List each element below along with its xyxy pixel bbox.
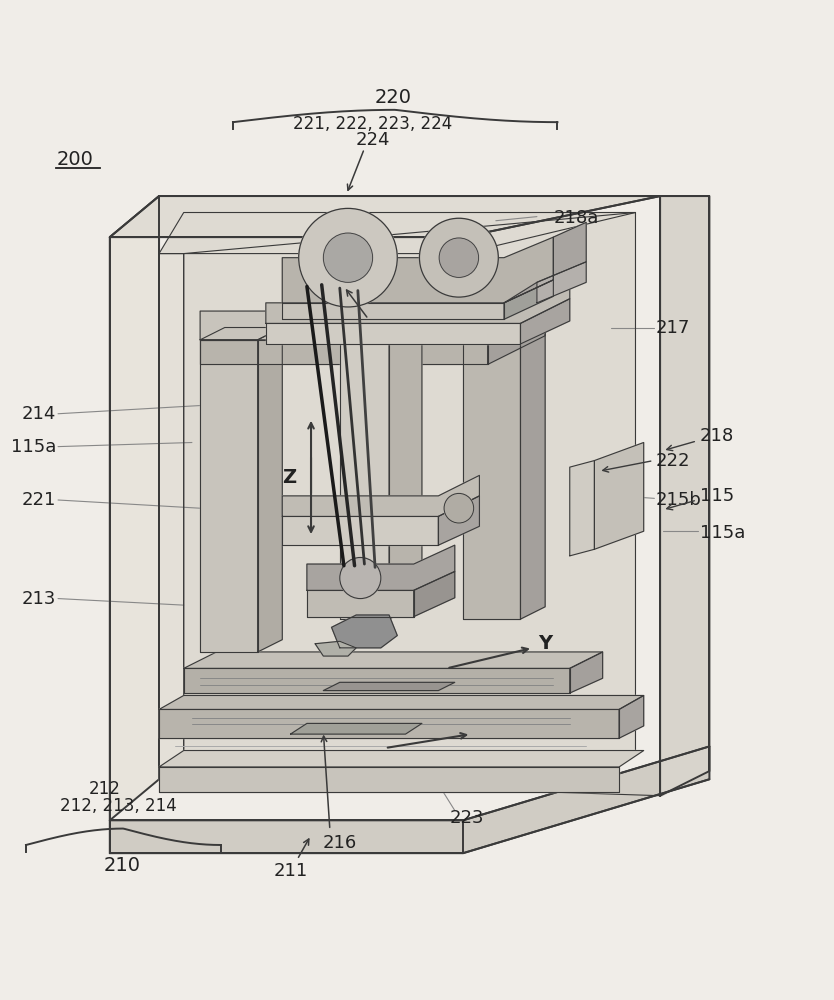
Text: 218: 218: [700, 427, 734, 445]
Polygon shape: [661, 196, 710, 796]
Polygon shape: [463, 307, 520, 619]
Circle shape: [444, 493, 474, 523]
Text: 115: 115: [700, 487, 734, 505]
Polygon shape: [159, 213, 636, 254]
Polygon shape: [110, 196, 159, 820]
Polygon shape: [110, 746, 710, 853]
Polygon shape: [439, 496, 480, 545]
Polygon shape: [159, 709, 619, 738]
Polygon shape: [282, 237, 553, 303]
Polygon shape: [183, 213, 636, 779]
Text: 222: 222: [656, 452, 691, 470]
Text: 211: 211: [274, 862, 308, 880]
Text: 216: 216: [323, 834, 357, 852]
Polygon shape: [200, 340, 488, 364]
Text: 220: 220: [374, 88, 412, 107]
Polygon shape: [266, 282, 570, 323]
Polygon shape: [570, 461, 595, 556]
Polygon shape: [504, 222, 586, 303]
Text: 213: 213: [22, 590, 57, 608]
Text: Y: Y: [538, 634, 552, 653]
Polygon shape: [110, 196, 661, 237]
Polygon shape: [463, 295, 545, 307]
Polygon shape: [307, 590, 414, 617]
Polygon shape: [619, 695, 644, 738]
Polygon shape: [324, 682, 455, 691]
Polygon shape: [339, 340, 389, 619]
Text: 210: 210: [103, 856, 141, 875]
Polygon shape: [159, 695, 644, 709]
Text: 223: 223: [450, 809, 485, 827]
Text: 212, 213, 214: 212, 213, 214: [61, 797, 178, 815]
Polygon shape: [504, 280, 553, 319]
Text: X: X: [476, 722, 491, 741]
Text: 224: 224: [355, 131, 389, 149]
Polygon shape: [159, 767, 619, 792]
Polygon shape: [307, 545, 455, 590]
Polygon shape: [200, 340, 258, 652]
Polygon shape: [266, 323, 520, 344]
Circle shape: [324, 233, 373, 282]
Circle shape: [440, 238, 479, 277]
Polygon shape: [520, 299, 570, 344]
Text: 200: 200: [57, 150, 93, 169]
Polygon shape: [537, 262, 586, 303]
Polygon shape: [183, 652, 603, 668]
Polygon shape: [520, 295, 545, 619]
Polygon shape: [282, 516, 439, 545]
Text: 218a: 218a: [553, 209, 599, 227]
Polygon shape: [282, 303, 504, 319]
Text: 115a: 115a: [700, 524, 745, 542]
Text: 212: 212: [89, 780, 121, 798]
Text: 221, 222, 223, 224: 221, 222, 223, 224: [293, 115, 452, 133]
Polygon shape: [595, 443, 644, 549]
Circle shape: [339, 557, 381, 599]
Text: 217: 217: [656, 319, 691, 337]
Polygon shape: [332, 615, 397, 648]
Polygon shape: [315, 641, 356, 656]
Polygon shape: [389, 323, 422, 619]
Polygon shape: [488, 311, 545, 364]
Text: Z: Z: [282, 468, 296, 487]
Polygon shape: [159, 751, 644, 767]
Text: 115a: 115a: [11, 438, 57, 456]
Polygon shape: [290, 723, 422, 734]
Polygon shape: [159, 254, 183, 779]
Circle shape: [420, 218, 498, 297]
Text: 221: 221: [22, 491, 57, 509]
Polygon shape: [200, 295, 545, 340]
Circle shape: [299, 208, 397, 307]
Polygon shape: [183, 668, 570, 693]
Text: 215b: 215b: [656, 491, 702, 509]
Polygon shape: [570, 652, 603, 693]
Polygon shape: [200, 328, 282, 340]
Polygon shape: [414, 571, 455, 617]
Polygon shape: [258, 328, 282, 652]
Polygon shape: [282, 475, 480, 516]
Text: 214: 214: [22, 405, 57, 423]
